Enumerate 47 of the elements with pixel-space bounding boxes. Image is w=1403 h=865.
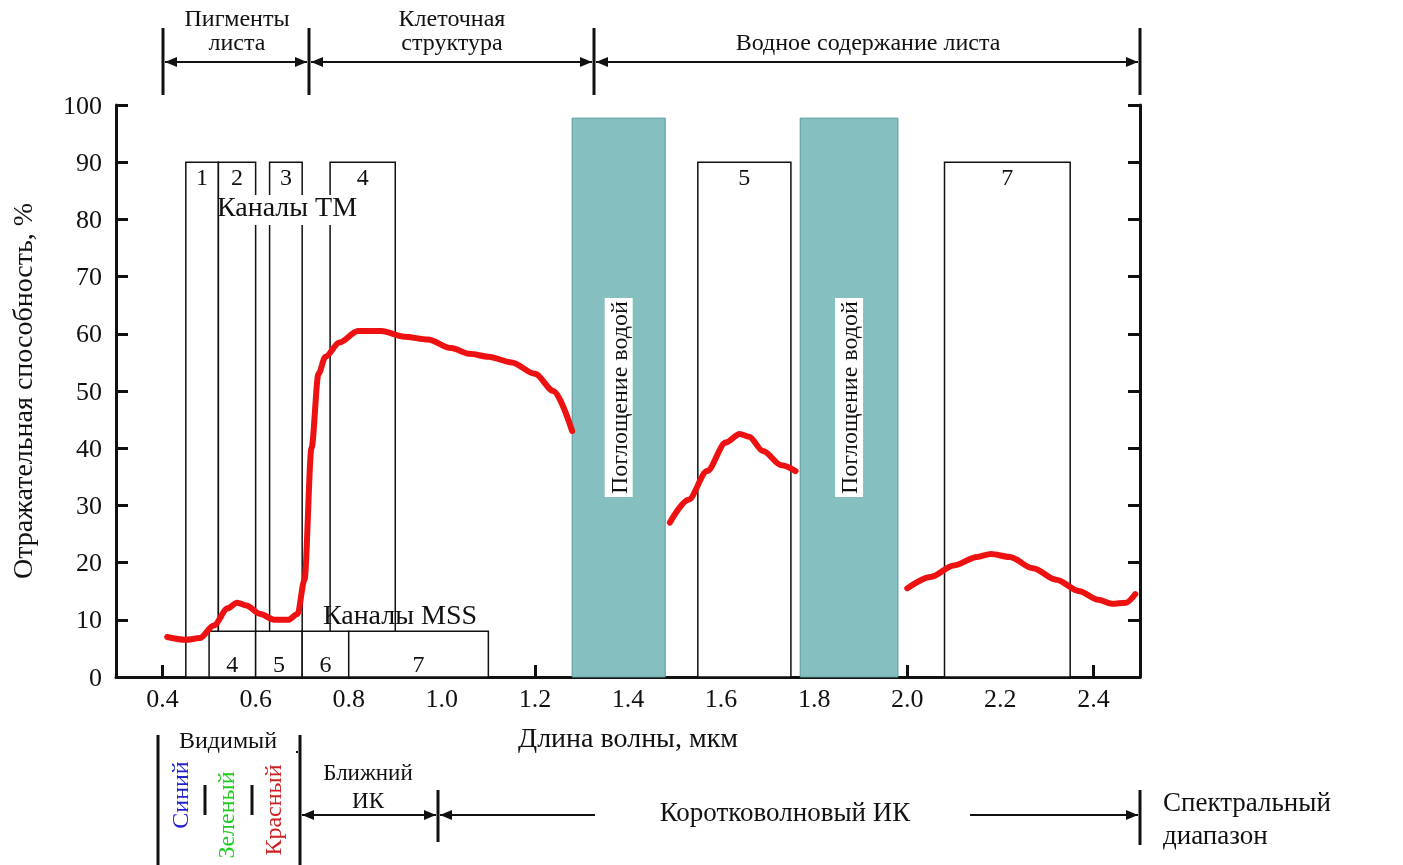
band-label: Поглощение водой xyxy=(605,300,632,495)
y-tick-label: 60 xyxy=(76,319,102,349)
band-label: 1 xyxy=(196,164,209,191)
y-tick-label: 20 xyxy=(76,548,102,578)
y-tick-label: 40 xyxy=(76,433,102,463)
y-tick-label: 70 xyxy=(76,262,102,292)
x-tick-label: 1.0 xyxy=(425,683,459,713)
text: Коротковолновый ИК xyxy=(659,797,912,828)
x-tick-label: 2.4 xyxy=(1077,683,1110,713)
text: Клеточная структура xyxy=(398,4,506,55)
y-tick-label: 50 xyxy=(76,376,102,406)
band-label: 7 xyxy=(412,650,425,677)
band-label: 6 xyxy=(319,650,332,677)
y-tick-label: 0 xyxy=(89,662,102,692)
text: Синий xyxy=(166,761,193,829)
band-label: 5 xyxy=(272,650,285,677)
x-tick-label: 1.4 xyxy=(611,683,645,713)
band-label: 5 xyxy=(738,164,751,191)
x-tick-label: 1.8 xyxy=(797,683,831,713)
text: Зеленый xyxy=(212,771,239,859)
y-tick-label: 30 xyxy=(76,490,102,520)
x-tick-label: 1.6 xyxy=(704,683,738,713)
y-tick-label: 10 xyxy=(76,605,102,635)
text: Водное содержание листа xyxy=(735,28,1001,55)
text: Пигменты листа xyxy=(184,4,290,55)
band-label: 2 xyxy=(231,164,244,191)
text: Красный xyxy=(259,764,286,856)
text: Спектральный диапазон xyxy=(1163,787,1331,851)
x-tick-label: 0.6 xyxy=(239,683,272,713)
x-tick-label: 0.8 xyxy=(332,683,365,713)
band-label: 7 xyxy=(1001,164,1014,191)
band-label: 4 xyxy=(226,650,239,677)
band-label: Поглощение водой xyxy=(836,300,863,495)
y-tick-label: 100 xyxy=(63,90,102,120)
x-tick-label: 1.2 xyxy=(518,683,552,713)
text: Ближний ИК xyxy=(323,760,413,814)
annotation: Каналы TM xyxy=(216,191,358,223)
y-tick-label: 80 xyxy=(76,204,102,234)
x-tick-label: 0.4 xyxy=(146,683,179,713)
band-label: 4 xyxy=(356,164,369,191)
x-axis-title: Длина волны, мкм xyxy=(518,721,739,753)
x-tick-label: 2.0 xyxy=(891,683,924,713)
text: Видимый xyxy=(178,726,278,753)
x-tick-label: 2.2 xyxy=(984,683,1017,713)
y-tick-label: 90 xyxy=(76,147,102,177)
band-label: 3 xyxy=(279,164,292,191)
y-axis-title: Отражательная способность, % xyxy=(6,202,38,580)
